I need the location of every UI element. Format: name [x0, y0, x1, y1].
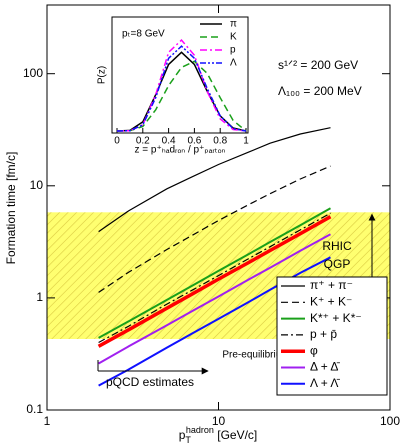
inset-x-tick-label: 0.6 — [187, 136, 201, 147]
annotation: Pre-equilibrium — [222, 350, 289, 361]
y-tick-label: 10 — [30, 178, 44, 192]
x-axis-label: pThadron [GeV/c] — [179, 425, 258, 445]
legend-label: p + p̄ — [310, 327, 337, 341]
inset-x-tick-label: 0.8 — [213, 136, 227, 147]
annotation: s¹ᐟ² = 200 GeV — [278, 58, 358, 72]
series-line — [97, 215, 332, 348]
inset-legend-label: p — [230, 45, 236, 56]
series-line — [116, 45, 247, 132]
annotation: pQCD estimates — [106, 375, 194, 389]
x-tick-label: 1 — [44, 414, 51, 428]
y-tick-label: 100 — [23, 66, 43, 80]
annotation: QGP — [324, 257, 351, 271]
x-tick-label: 100 — [380, 414, 400, 428]
x-axis-label-part: T — [185, 435, 191, 445]
inset-x-tick-label: 0 — [114, 136, 120, 147]
x-tick-label: 10 — [212, 414, 226, 428]
y-axis-label: Formation time [fm/c] — [4, 152, 18, 265]
y-tick-label: 1 — [36, 290, 43, 304]
series-line — [116, 51, 247, 132]
inset-x-tick-label: 0.2 — [136, 136, 150, 147]
inset-x-tick-label: 0.4 — [162, 136, 176, 147]
inset-frame — [111, 16, 249, 134]
legend-label: K*⁺ + K*⁻ — [310, 311, 362, 325]
inset-legend-label: Λ — [230, 58, 237, 69]
series-line — [98, 212, 331, 344]
inset-title: pₜ=8 GeV — [122, 29, 165, 40]
plot-frame — [46, 4, 391, 411]
legend-box — [276, 276, 388, 396]
inset-x-label: z = p⁺ₕₐdᵣₒₙ / p⁺ₚₐᵣₜₒₙ — [134, 145, 225, 156]
legend-label: π⁺ + π⁻ — [310, 278, 353, 292]
annotation: Λ₁₀₀ = 200 MeV — [278, 84, 362, 98]
series-line — [98, 233, 331, 365]
series-line — [116, 39, 247, 132]
legend-label: K⁺ + K⁻ — [310, 294, 352, 308]
annotation: RHIC — [322, 239, 352, 253]
series-line — [98, 207, 331, 339]
x-axis-label-part: p — [179, 428, 186, 442]
series-line — [116, 60, 247, 132]
inset-bg — [112, 17, 248, 133]
x-axis-label-part: [GeV/c] — [214, 428, 257, 442]
inset-legend-label: K — [230, 32, 237, 43]
series-line — [98, 127, 331, 233]
x-axis-label-part: hadron — [186, 425, 214, 435]
series-line — [98, 165, 331, 293]
legend-label: φ — [310, 343, 318, 357]
inset-y-label: P(z) — [97, 66, 108, 84]
y-tick-label: 0.1 — [26, 402, 43, 416]
inset-x-tick-label: 1 — [243, 136, 249, 147]
legend-label: Δ + Δ̄ — [310, 360, 340, 374]
legend-label: Λ + Λ̄ — [310, 376, 340, 390]
inset-legend-label: π — [230, 19, 237, 30]
